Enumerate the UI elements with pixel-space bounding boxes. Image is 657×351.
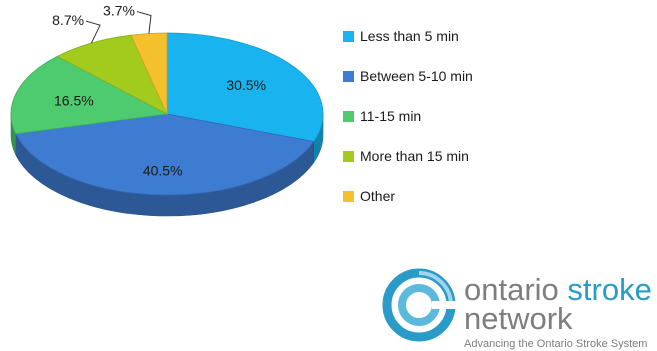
data-label-less-than-5-min: 30.5% [226, 77, 266, 93]
legend-item-less-than-5: Less than 5 min [343, 28, 473, 44]
legend-swatch [343, 30, 354, 42]
legend-label: Other [360, 188, 396, 204]
swirl-logo-icon [382, 268, 456, 342]
data-label-between-5-10-min: 40.5% [143, 162, 183, 178]
pie-chart: 30.5% 40.5% 16.5% 8.7% 3.7% [10, 3, 324, 217]
pie-slice-11-15-min [10, 55, 169, 135]
pie-slice-more-than-15-min [56, 34, 168, 115]
legend-swatch [343, 190, 354, 202]
leader-line-more-than-15-min [85, 20, 101, 44]
legend-label: 11-15 min [360, 108, 422, 124]
logo-word-ontario: ontario [464, 272, 559, 307]
logo-word-stroke: stroke [567, 272, 652, 307]
pie-top-group [10, 32, 324, 196]
legend-item-11-15: 11-15 min [343, 108, 473, 124]
legend-item-other: Other [343, 188, 473, 204]
data-label-more-than-15-min: 8.7% [52, 12, 84, 28]
pie-slice-other [130, 32, 168, 115]
legend-item-between-5-10: Between 5-10 min [343, 68, 473, 84]
ontario-stroke-network-logo: ontario stroke network Advancing the Ont… [382, 266, 657, 351]
pie-slice-less-than-5-min [166, 32, 324, 143]
logo-word-network: network [464, 301, 573, 336]
logo-wordmark-line1: ontario stroke [464, 274, 652, 305]
data-label-11-15-min: 16.5% [54, 93, 94, 109]
legend-label: More than 15 min [360, 148, 469, 164]
legend-label: Between 5-10 min [360, 68, 473, 84]
legend-swatch [343, 150, 354, 162]
pie-slice-between-5-10-min [15, 113, 315, 196]
legend-label: Less than 5 min [360, 28, 459, 44]
leader-line-other [136, 11, 152, 34]
chart-legend: Less than 5 min Between 5-10 min 11-15 m… [343, 28, 473, 228]
legend-swatch [343, 70, 354, 82]
data-label-other: 3.7% [103, 3, 135, 19]
legend-item-more-than-15: More than 15 min [343, 148, 473, 164]
legend-swatch [343, 110, 354, 122]
pie-labels-group: 30.5% 40.5% 16.5% 8.7% 3.7% [52, 3, 266, 179]
logo-tagline: Advancing the Ontario Stroke System [464, 338, 648, 350]
